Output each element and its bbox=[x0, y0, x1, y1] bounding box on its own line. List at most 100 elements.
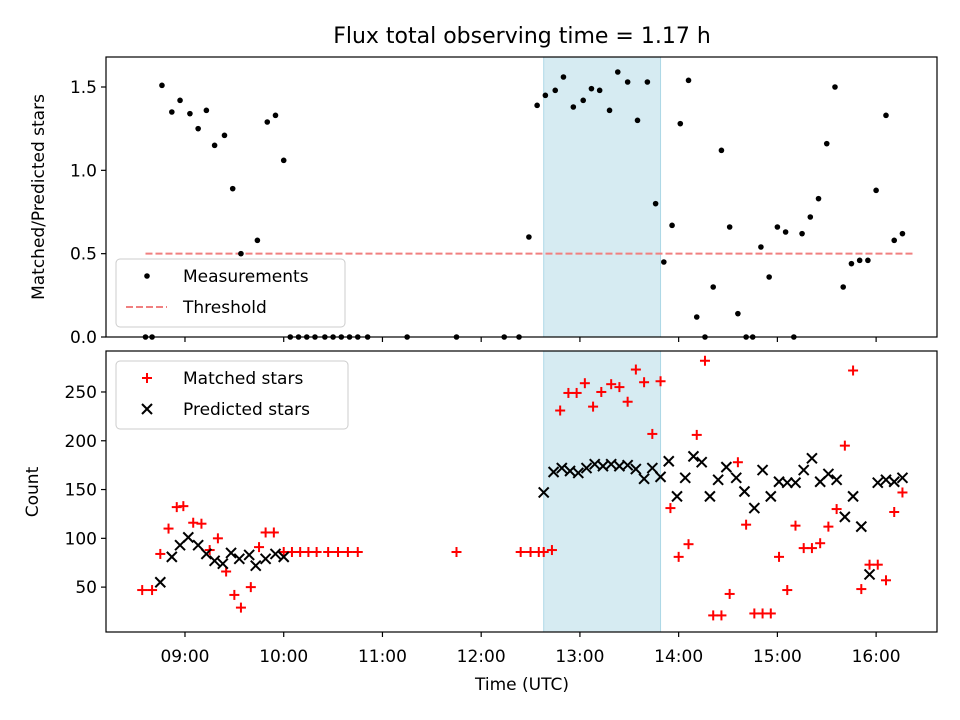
bottom-matched-point bbox=[555, 405, 566, 416]
bottom-matched-point bbox=[630, 364, 641, 375]
bottom-matched-point bbox=[538, 546, 549, 557]
top-point bbox=[159, 82, 165, 89]
bottom-legend: Matched stars Predicted stars bbox=[115, 360, 349, 430]
bottom-predicted-point bbox=[556, 462, 568, 474]
bottom-axes-frame bbox=[105, 350, 938, 633]
bottom-predicted-point bbox=[208, 555, 221, 567]
bottom-predicted-point bbox=[630, 463, 642, 475]
x-tick-label: 13:00 bbox=[555, 647, 604, 667]
x-tick-label: 14:00 bbox=[654, 647, 703, 667]
top-point bbox=[815, 195, 822, 202]
bottom-predicted-point bbox=[589, 458, 601, 470]
top-point bbox=[606, 107, 613, 114]
bottom-predicted-point bbox=[855, 520, 868, 533]
bottom-predicted-point bbox=[671, 490, 683, 503]
bottom-matched-point bbox=[212, 533, 223, 544]
bottom-matched-point bbox=[579, 378, 590, 389]
top-point bbox=[677, 120, 684, 127]
bottom-y-tick-label: 250 bbox=[65, 383, 97, 403]
bottom-matched-point bbox=[268, 527, 279, 538]
top-point bbox=[614, 69, 621, 75]
bottom-predicted-point bbox=[872, 477, 884, 489]
bottom-matched-point bbox=[235, 602, 246, 613]
bottom-predicted-point bbox=[217, 557, 229, 570]
top-point bbox=[560, 74, 567, 80]
bottom-highlight-span bbox=[543, 350, 662, 633]
top-point bbox=[570, 104, 577, 110]
top-y-axis-label: Matched/Predicted stars bbox=[29, 94, 49, 300]
legend-label: Threshold bbox=[182, 298, 267, 318]
bottom-predicted-point bbox=[806, 452, 818, 465]
bottom-predicted-point bbox=[720, 461, 733, 473]
bottom-legend-box bbox=[115, 360, 349, 430]
top-point bbox=[211, 142, 218, 149]
bottom-predicted-point bbox=[679, 472, 691, 484]
top-point bbox=[588, 85, 595, 92]
bottom-matched-point bbox=[311, 546, 322, 557]
bottom-predicted-point bbox=[880, 474, 892, 486]
top-y-tick-label: 1.5 bbox=[70, 78, 97, 98]
x-tick-label: 09:00 bbox=[160, 647, 209, 667]
top-legend: Measurements Threshold bbox=[115, 258, 346, 328]
bottom-matched-point bbox=[880, 575, 891, 586]
top-point bbox=[823, 140, 830, 147]
bottom-matched-point bbox=[606, 379, 617, 390]
bottom-predicted-point bbox=[605, 458, 617, 470]
figure-title: Flux total observing time = 1.17 h bbox=[333, 24, 711, 49]
top-point bbox=[865, 257, 871, 264]
top-point bbox=[685, 77, 692, 84]
top-point bbox=[254, 237, 261, 244]
bottom-matched-point bbox=[515, 546, 526, 557]
top-point bbox=[169, 109, 175, 115]
top-point bbox=[177, 97, 183, 104]
bottom-matched-point bbox=[352, 546, 363, 557]
top-legend-box bbox=[115, 258, 346, 328]
top-point bbox=[644, 79, 651, 85]
bottom-predicted-point bbox=[638, 473, 650, 485]
bottom-matched-point bbox=[856, 584, 867, 595]
top-point bbox=[661, 259, 667, 265]
bottom-predicted-point bbox=[547, 466, 560, 478]
top-panel: 0.0 0.5 1.0 1.5 Measurements Threshold bbox=[70, 56, 938, 348]
x-tick-label: 10:00 bbox=[259, 647, 308, 667]
bottom-matched-point bbox=[323, 546, 334, 557]
bottom-predicted-point bbox=[192, 539, 204, 551]
bottom-matched-point bbox=[647, 428, 658, 439]
bottom-matched-point bbox=[163, 523, 174, 534]
top-point bbox=[187, 110, 193, 117]
bottom-matched-point bbox=[333, 546, 344, 557]
bottom-matched-point bbox=[716, 610, 727, 621]
top-point bbox=[221, 132, 228, 139]
bottom-predicted-point bbox=[621, 459, 634, 471]
bottom-matched-point bbox=[741, 519, 752, 530]
bottom-matched-point bbox=[147, 585, 158, 596]
bottom-predicted-point bbox=[704, 490, 716, 503]
x-tick-label: 15:00 bbox=[753, 647, 802, 667]
top-point bbox=[782, 229, 789, 235]
bottom-predicted-point bbox=[225, 547, 237, 559]
bottom-matched-point bbox=[872, 559, 883, 570]
bottom-predicted-point bbox=[839, 511, 851, 523]
top-point bbox=[832, 84, 838, 90]
legend-label: Matched stars bbox=[183, 369, 303, 389]
legend-marker bbox=[144, 273, 150, 279]
top-point bbox=[758, 244, 764, 250]
bottom-predicted-point bbox=[748, 502, 761, 514]
bottom-matched-point bbox=[790, 520, 801, 531]
bottom-matched-point bbox=[806, 543, 817, 554]
bottom-predicted-point bbox=[730, 472, 742, 484]
x-tick-label: 12:00 bbox=[457, 647, 506, 667]
top-point bbox=[203, 107, 210, 114]
top-point bbox=[596, 87, 603, 94]
top-point bbox=[580, 97, 587, 104]
bottom-predicted-point bbox=[166, 551, 178, 563]
top-point bbox=[693, 314, 700, 320]
top-point bbox=[542, 92, 549, 99]
top-highlight-span bbox=[543, 56, 662, 338]
top-point bbox=[807, 214, 814, 220]
bottom-predicted-point bbox=[830, 474, 843, 486]
top-axes-frame bbox=[105, 56, 938, 338]
bottom-matched-point bbox=[897, 487, 908, 498]
top-point bbox=[264, 119, 271, 125]
bottom-predicted-point bbox=[572, 467, 584, 479]
